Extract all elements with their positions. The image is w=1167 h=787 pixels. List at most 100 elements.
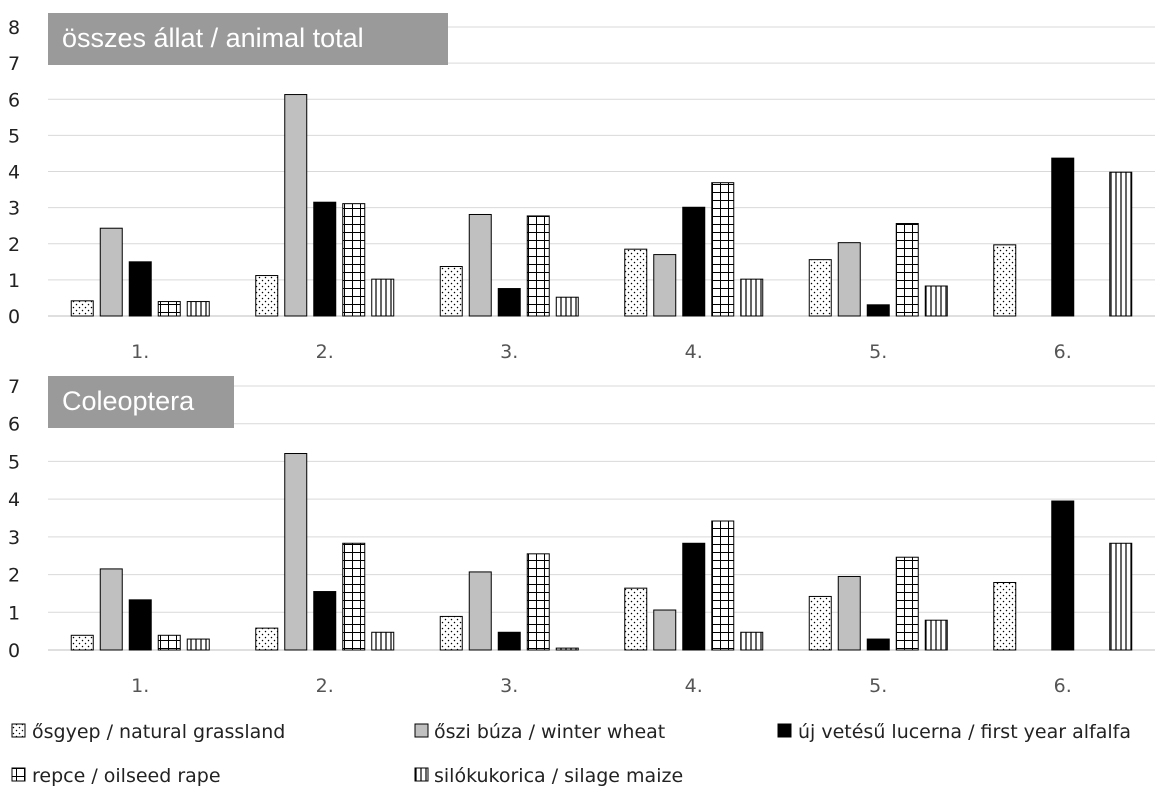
bar-silage-maize bbox=[555, 647, 579, 651]
bar-natural-grassland bbox=[993, 244, 1017, 317]
bar-winter-wheat bbox=[284, 453, 308, 651]
y-tick-label: 3 bbox=[8, 198, 20, 220]
bar-natural-grassland bbox=[439, 266, 463, 317]
y-tick-label: 8 bbox=[8, 17, 20, 39]
title-box-top bbox=[48, 13, 448, 65]
legend-swatch-gray bbox=[414, 723, 429, 738]
legend-item-first-year-alfalfa: új vetésű lucerna / first year alfalfa bbox=[777, 721, 1131, 743]
legend-label: silókukorica / silage maize bbox=[434, 765, 683, 787]
y-tick-label: 5 bbox=[8, 125, 20, 147]
category-label: 1. bbox=[131, 341, 149, 363]
bar-first-year-alfalfa bbox=[128, 261, 152, 317]
legend: ősgyep / natural grassland őszi búza / w… bbox=[11, 721, 1131, 787]
bar-first-year-alfalfa bbox=[497, 631, 521, 651]
category-labels-top: 1. 2. 3. 4. 5. 6. bbox=[131, 341, 1072, 363]
bar-first-year-alfalfa bbox=[866, 304, 890, 317]
bar-silage-maize bbox=[740, 631, 764, 651]
y-tick-label: 0 bbox=[8, 306, 20, 328]
bar-winter-wheat bbox=[468, 571, 492, 651]
category-label: 1. bbox=[131, 675, 149, 697]
y-tick-label: 1 bbox=[8, 270, 20, 292]
bar-oilseed-rape bbox=[342, 542, 366, 651]
legend-label: ősgyep / natural grassland bbox=[32, 721, 285, 743]
y-tick-label: 1 bbox=[8, 602, 20, 624]
bar-natural-grassland bbox=[255, 627, 279, 651]
legend-swatch-dots bbox=[11, 723, 26, 738]
category-label: 6. bbox=[1054, 675, 1072, 697]
bar-natural-grassland bbox=[993, 581, 1017, 651]
bar-first-year-alfalfa bbox=[1051, 500, 1075, 651]
legend-swatch-vlines bbox=[414, 767, 429, 782]
category-label: 4. bbox=[685, 675, 703, 697]
bar-oilseed-rape bbox=[157, 634, 181, 651]
bar-oilseed-rape bbox=[895, 223, 919, 317]
bar-oilseed-rape bbox=[711, 182, 735, 317]
category-label: 3. bbox=[500, 675, 518, 697]
bar-first-year-alfalfa bbox=[313, 201, 337, 317]
legend-item-oilseed-rape: repce / oilseed rape bbox=[11, 765, 221, 787]
bar-first-year-alfalfa bbox=[313, 591, 337, 651]
category-label: 2. bbox=[316, 675, 334, 697]
y-tick-label: 3 bbox=[8, 527, 20, 549]
bar-winter-wheat bbox=[653, 609, 677, 651]
bars-bottom bbox=[70, 453, 1133, 651]
bar-natural-grassland bbox=[808, 259, 832, 317]
y-tick-label: 7 bbox=[8, 376, 20, 398]
y-tick-label: 5 bbox=[8, 451, 20, 473]
bar-silage-maize bbox=[1109, 542, 1133, 651]
bar-oilseed-rape bbox=[157, 301, 181, 317]
bar-natural-grassland bbox=[255, 275, 279, 317]
y-tick-label: 2 bbox=[8, 234, 20, 256]
category-label: 5. bbox=[869, 675, 887, 697]
bar-natural-grassland bbox=[624, 587, 648, 651]
bar-first-year-alfalfa bbox=[497, 288, 521, 317]
bar-winter-wheat bbox=[837, 575, 861, 651]
bar-winter-wheat bbox=[653, 254, 677, 317]
title-box-bottom bbox=[48, 376, 234, 428]
category-label: 5. bbox=[869, 341, 887, 363]
bar-first-year-alfalfa bbox=[1051, 157, 1075, 317]
bar-natural-grassland bbox=[70, 300, 94, 317]
bar-silage-maize bbox=[371, 278, 395, 317]
legend-label: új vetésű lucerna / first year alfalfa bbox=[798, 721, 1131, 743]
bar-natural-grassland bbox=[624, 248, 648, 317]
bar-first-year-alfalfa bbox=[682, 206, 706, 317]
category-label: 2. bbox=[316, 341, 334, 363]
y-tick-labels-bottom: 0 1 2 3 4 5 6 7 bbox=[8, 376, 20, 662]
y-tick-label: 6 bbox=[8, 414, 20, 436]
legend-swatch-grid bbox=[11, 767, 26, 782]
bar-oilseed-rape bbox=[711, 520, 735, 651]
bar-first-year-alfalfa bbox=[682, 542, 706, 651]
legend-item-silage-maize: silókukorica / silage maize bbox=[414, 765, 683, 787]
panel-animal-total: 0 1 2 3 4 5 6 7 8 1. 2. 3. 4. 5. 6. összes állat / an… bbox=[8, 13, 1155, 363]
bar-silage-maize bbox=[924, 619, 948, 651]
bar-first-year-alfalfa bbox=[128, 599, 152, 651]
bar-winter-wheat bbox=[99, 568, 123, 651]
bar-oilseed-rape bbox=[342, 203, 366, 317]
bar-winter-wheat bbox=[837, 242, 861, 317]
y-tick-label: 7 bbox=[8, 53, 20, 75]
bar-oilseed-rape bbox=[526, 215, 550, 317]
bar-natural-grassland bbox=[70, 634, 94, 651]
bar-winter-wheat bbox=[468, 213, 492, 317]
panel-title-top: összes állat / animal total bbox=[62, 23, 364, 53]
legend-swatch-black bbox=[777, 723, 792, 738]
panel-title-bottom: Coleoptera bbox=[62, 386, 195, 416]
bar-silage-maize bbox=[555, 296, 579, 317]
bar-silage-maize bbox=[371, 631, 395, 651]
bar-oilseed-rape bbox=[526, 553, 550, 651]
legend-label: repce / oilseed rape bbox=[32, 765, 221, 787]
panel-coleoptera: 0 1 2 3 4 5 6 7 1. 2. 3. 4. 5. 6. Coleoptera bbox=[8, 376, 1155, 697]
category-label: 6. bbox=[1054, 341, 1072, 363]
y-tick-label: 2 bbox=[8, 565, 20, 587]
grid-top bbox=[48, 26, 1155, 317]
bar-winter-wheat bbox=[99, 227, 123, 317]
bar-oilseed-rape bbox=[895, 556, 919, 651]
y-tick-label: 0 bbox=[8, 640, 20, 662]
bar-silage-maize bbox=[924, 285, 948, 317]
bar-silage-maize bbox=[186, 638, 210, 651]
bar-natural-grassland bbox=[808, 595, 832, 651]
legend-label: őszi búza / winter wheat bbox=[434, 721, 665, 743]
category-label: 4. bbox=[685, 341, 703, 363]
